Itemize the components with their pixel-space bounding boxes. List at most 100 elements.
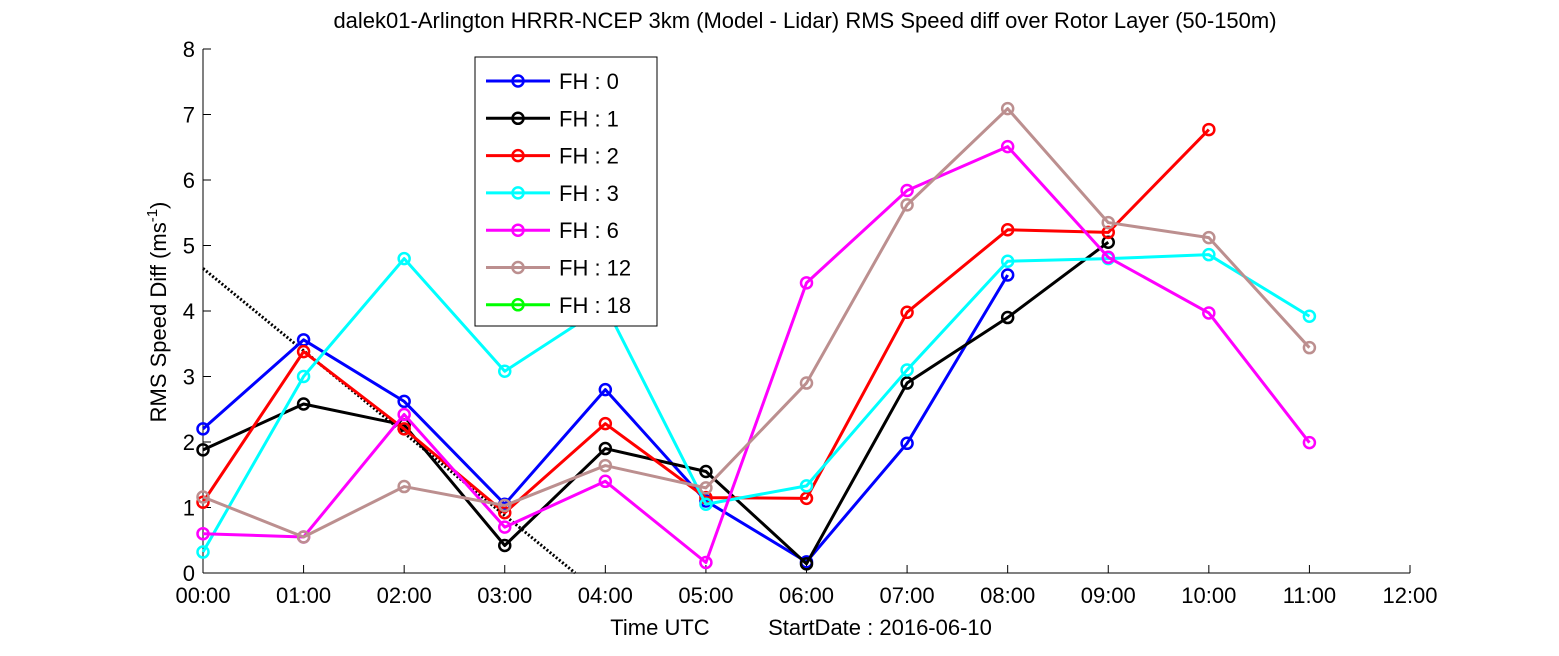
data-point xyxy=(196,495,210,510)
chart-title: dalek01-Arlington HRRR-NCEP 3km (Model -… xyxy=(333,8,1276,33)
x-tick-label: 10:00 xyxy=(1181,583,1236,608)
data-point xyxy=(1101,250,1115,265)
y-tick-label: 7 xyxy=(183,103,195,128)
series-line xyxy=(202,274,1009,564)
series-line xyxy=(202,107,1311,539)
data-point xyxy=(799,479,814,493)
data-point xyxy=(1202,247,1216,262)
data-point xyxy=(397,479,411,494)
data-point xyxy=(900,198,914,212)
legend-label: FH : 12 xyxy=(559,256,631,281)
legend-item: FH : 18 xyxy=(486,293,631,318)
data-point xyxy=(1000,223,1015,237)
y-axis-label-main: RMS Speed Diff (ms xyxy=(146,222,171,422)
x-tick-label: 07:00 xyxy=(880,583,935,608)
legend-item: FH : 12 xyxy=(486,256,631,281)
data-point xyxy=(498,538,512,553)
data-point xyxy=(196,526,210,541)
legend-item: FH : 0 xyxy=(486,69,619,94)
y-tick-label: 4 xyxy=(183,299,195,324)
data-point xyxy=(498,364,512,379)
data-point xyxy=(296,397,311,411)
y-tick-label: 5 xyxy=(183,234,195,259)
data-point xyxy=(900,363,914,377)
x-tick-label: 09:00 xyxy=(1081,583,1136,608)
legend-swatch-marker xyxy=(511,148,525,163)
data-point xyxy=(900,376,914,390)
y-axis-label-unit-exponent: -1 xyxy=(144,209,161,222)
x-tick-label: 03:00 xyxy=(477,583,532,608)
data-point xyxy=(900,305,914,320)
data-point xyxy=(196,443,210,457)
data-point xyxy=(598,416,613,431)
data-point xyxy=(1302,435,1317,450)
data-point xyxy=(397,422,411,436)
series-line xyxy=(202,145,1311,565)
data-point xyxy=(296,530,311,544)
legend-label: FH : 1 xyxy=(559,106,619,131)
data-point xyxy=(799,491,814,506)
data-point xyxy=(1000,254,1015,268)
data-point xyxy=(1202,122,1216,137)
x-axis: 00:00 01:00 02:00 03:00 04:00 05:00 06:00 07:00… xyxy=(175,565,1438,608)
x-tick-label: 08:00 xyxy=(980,583,1035,608)
y-tick-label: 3 xyxy=(183,365,195,390)
legend-swatch-marker xyxy=(511,223,525,237)
legend-item: FH : 2 xyxy=(486,144,619,169)
y-tick-label: 0 xyxy=(183,561,195,586)
data-point xyxy=(1000,101,1015,116)
legend-swatch-marker xyxy=(511,260,525,275)
legend-swatch-marker xyxy=(511,298,525,312)
legend-swatch-marker xyxy=(511,111,525,126)
legend-item: FH : 6 xyxy=(486,218,619,243)
data-point xyxy=(799,376,814,390)
data-point xyxy=(196,490,210,504)
data-point xyxy=(1302,340,1317,355)
legend-item: FH : 3 xyxy=(486,181,619,206)
data-point xyxy=(196,422,210,436)
data-point xyxy=(397,394,411,409)
data-point xyxy=(598,382,613,397)
legend-swatch-marker xyxy=(511,74,525,88)
data-point xyxy=(1302,309,1317,323)
data-point xyxy=(900,436,914,451)
legend-label: FH : 18 xyxy=(559,293,631,318)
data-point xyxy=(196,545,210,559)
legend-label: FH : 0 xyxy=(559,69,619,94)
data-point xyxy=(900,183,914,198)
legend-label: FH : 3 xyxy=(559,181,619,206)
data-point xyxy=(799,276,814,290)
data-point xyxy=(498,505,512,520)
data-point xyxy=(1000,268,1015,282)
legend-swatch-marker xyxy=(511,186,525,200)
y-axis-label: RMS Speed Diff (ms-1) xyxy=(144,202,171,423)
legend-label: FH : 6 xyxy=(559,218,619,243)
legend: FH : 0 FH : 1 FH : 2 FH : 3 FH : 6 FH : 12 FH … xyxy=(474,56,658,327)
y-axis: 0 1 2 3 4 5 6 7 8 xyxy=(183,37,211,586)
data-point xyxy=(1000,310,1015,325)
x-tick-label: 11:00 xyxy=(1283,583,1336,608)
data-point xyxy=(699,497,713,511)
data-point xyxy=(1202,306,1216,320)
x-tick-label: 06:00 xyxy=(779,583,834,608)
data-point xyxy=(699,464,713,479)
series-fh-3 xyxy=(196,247,1317,559)
data-point xyxy=(1000,139,1015,154)
data-point xyxy=(1101,215,1115,230)
x-tick-label: 05:00 xyxy=(678,583,733,608)
y-tick-label: 8 xyxy=(183,37,195,62)
data-point xyxy=(296,369,311,384)
x-tick-label: 04:00 xyxy=(578,583,633,608)
y-axis-label-close: ) xyxy=(146,202,171,209)
x-tick-label: 00:00 xyxy=(175,583,230,608)
data-point xyxy=(598,458,613,473)
legend-label: FH : 2 xyxy=(559,144,619,169)
data-point xyxy=(699,481,713,495)
series-line xyxy=(201,253,1311,553)
data-point xyxy=(1202,230,1216,245)
y-tick-label: 1 xyxy=(183,496,195,521)
x-tick-label: 12:00 xyxy=(1382,583,1437,608)
data-point xyxy=(598,441,613,456)
